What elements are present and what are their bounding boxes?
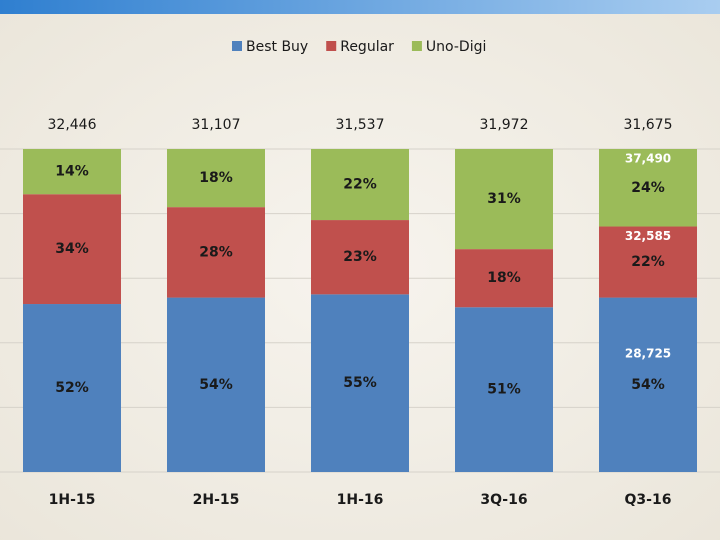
value-label: 22%: [631, 254, 665, 270]
total-label: 31,107: [192, 117, 241, 133]
bar-segment: [311, 220, 409, 295]
value-label: 23%: [343, 249, 377, 265]
value-label: 54%: [631, 377, 665, 393]
bar-segment: [599, 149, 697, 227]
value-label: 18%: [487, 270, 521, 286]
total-label: 32,446: [48, 117, 97, 133]
x-tick-label: Q3-16: [625, 492, 672, 508]
legend-swatch: [232, 41, 242, 51]
value-label: 14%: [55, 164, 89, 180]
value-label: 52%: [55, 380, 89, 396]
legend-swatch: [411, 41, 422, 51]
total-label: 31,972: [480, 117, 529, 133]
legend-label: Uno-Digi: [426, 39, 486, 55]
x-tick-label: 1H-15: [49, 492, 96, 508]
value-label: 54%: [199, 377, 233, 393]
legend-label: Best Buy: [246, 39, 308, 55]
value-label: 28%: [199, 244, 233, 260]
bar-segment: [455, 149, 553, 250]
value-label: 34%: [55, 241, 89, 257]
bar-segment: [167, 207, 265, 298]
x-tick-label: 1H-16: [337, 492, 384, 508]
bar-segment: [311, 149, 409, 221]
value-label: 31%: [487, 191, 521, 207]
bar-segment: [23, 194, 121, 305]
bar-segment: [455, 307, 553, 472]
bar-segment: [167, 297, 265, 472]
annotation: 28,725: [625, 346, 671, 360]
value-label: 51%: [487, 382, 521, 398]
bar-segment: [455, 249, 553, 308]
x-tick-label: 2H-15: [193, 492, 240, 508]
total-label: 31,675: [624, 117, 673, 133]
value-label: 24%: [631, 180, 665, 196]
legend-label: Regular: [340, 39, 394, 55]
total-label: 31,537: [336, 117, 385, 133]
legend-swatch: [326, 41, 337, 51]
annotation: 32,585: [625, 229, 671, 243]
bar-segment: [23, 149, 121, 195]
bar-segment: [23, 304, 121, 472]
value-label: 55%: [343, 375, 377, 391]
x-tick-label: 3Q-16: [480, 492, 527, 508]
top-bar: [0, 0, 720, 14]
value-label: 18%: [199, 170, 233, 186]
bar-segment: [599, 297, 697, 472]
annotation: 37,490: [625, 152, 671, 166]
bar-segment: [311, 294, 409, 472]
bar-segment: [167, 149, 265, 208]
value-label: 22%: [343, 177, 377, 193]
bar-segment: [599, 226, 697, 298]
